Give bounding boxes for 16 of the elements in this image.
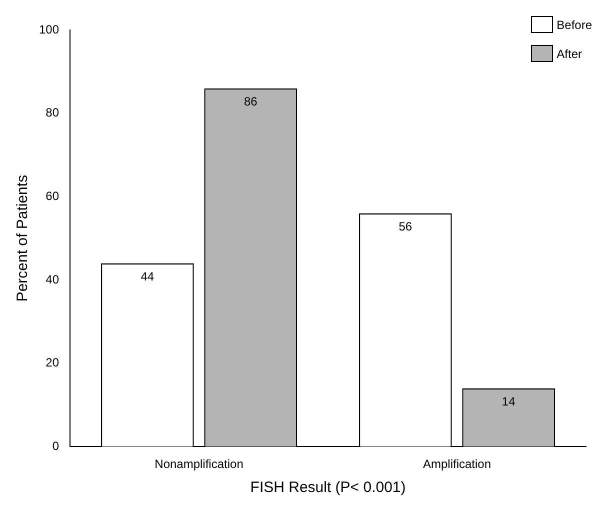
y-axis-title: Percent of Patients	[14, 174, 32, 302]
x-tick-label: Nonamplification	[154, 457, 244, 472]
y-tick-label: 100	[38, 22, 60, 36]
legend-label: After	[556, 46, 582, 60]
text: Before	[556, 18, 592, 32]
y-tick-label: 0	[52, 438, 60, 453]
x-axis-title: FISH Result (P< 0.001)	[250, 479, 406, 496]
x-tick-label: Amplification	[422, 457, 492, 472]
data-label: 86	[244, 94, 258, 109]
data-label: 44	[140, 270, 154, 284]
y-tick-label: 60	[46, 188, 60, 203]
data-label: 14	[502, 394, 516, 409]
data-label: 56	[398, 220, 412, 234]
y-tick-label: 40	[46, 272, 60, 286]
y-tick-label: 20	[46, 356, 60, 370]
y-tick-label: 80	[46, 106, 60, 120]
